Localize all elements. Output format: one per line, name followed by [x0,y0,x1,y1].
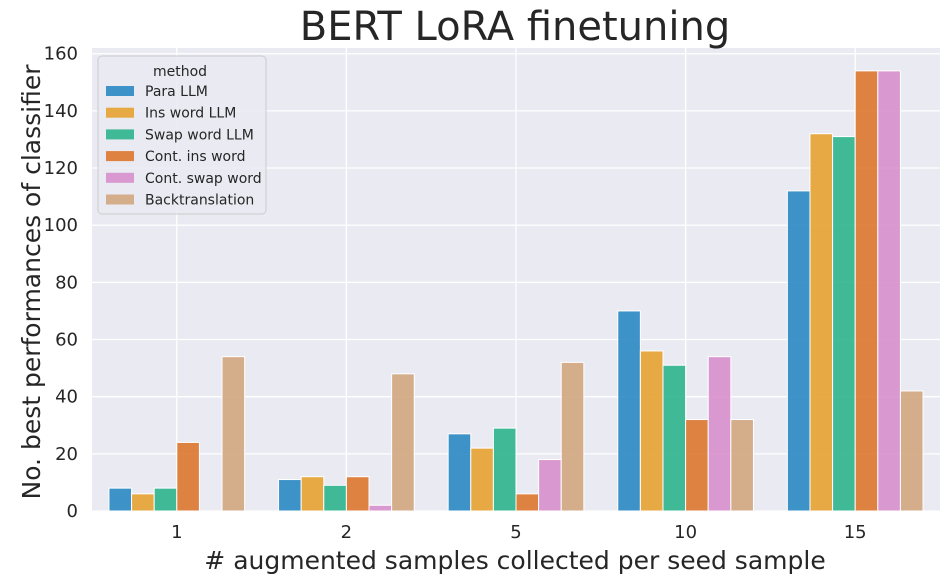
y-tick-label: 160 [44,44,78,65]
x-tick-label: 15 [844,522,867,543]
legend-label: Cont. swap word [145,171,262,187]
bar [108,487,133,512]
bar [832,136,856,512]
bar [899,390,924,512]
y-tick-label: 60 [55,330,78,351]
bar [639,350,664,512]
bar [515,493,540,512]
legend-swatch [106,86,134,96]
legend-title: method [153,64,207,80]
y-tick-label: 120 [44,158,78,179]
legend-box [97,55,267,215]
bar [786,190,811,512]
y-tick-label: 0 [67,501,78,522]
x-axis-label: # augmented samples collected per seed s… [204,546,825,575]
legend: method Para LLM Ins word LLM Swap word LLM… [97,55,267,215]
y-axis-label: No. best performances of classifier [17,64,46,500]
bar [153,487,178,512]
y-tick-label: 80 [55,272,78,293]
bar [707,356,732,512]
bar [730,419,754,512]
legend-swatch [106,129,134,140]
legend-label: Para LLM [145,84,208,100]
y-tick-label: 40 [55,387,78,408]
y-tick-label: 140 [44,101,78,122]
bar [131,493,155,512]
legend-swatch [106,172,134,183]
legend-items: Para LLM Ins word LLM Swap word LLM Cont. i… [106,84,262,209]
legend-label: Backtranslation [145,193,254,209]
bar [470,447,494,512]
y-tick-label: 20 [55,444,78,465]
bar [323,484,347,512]
bar [221,356,246,512]
bar [368,504,393,512]
bar [662,364,687,512]
x-tick-label: 1 [171,522,182,543]
bar [538,459,562,512]
bar [492,427,517,512]
bar [877,70,901,512]
x-tick-label: 2 [341,522,352,543]
legend-label: Ins word LLM [145,106,236,122]
y-ticks: 0 20 40 60 80 100 120 140 160 [44,44,78,522]
bar [300,476,325,512]
chart-title: BERT LoRA finetuning [300,4,730,50]
legend-swatch [106,151,134,162]
bar [447,433,472,512]
bar [176,441,200,512]
legend-swatch [106,107,134,118]
x-tick-label: 5 [510,522,521,543]
legend-swatch [106,194,134,205]
y-tick-label: 100 [44,215,78,236]
bar [560,361,585,512]
bars [108,70,924,512]
bar [809,133,834,512]
bar [854,70,879,512]
x-ticks: 1 2 5 10 15 [171,522,867,543]
legend-label: Swap word LLM [145,127,254,143]
bar [391,373,415,512]
legend-label: Cont. ins word [145,149,246,165]
bar [278,479,302,512]
x-tick-label: 10 [674,522,697,543]
bar [345,476,370,512]
bar [685,419,709,512]
bar [617,310,641,512]
